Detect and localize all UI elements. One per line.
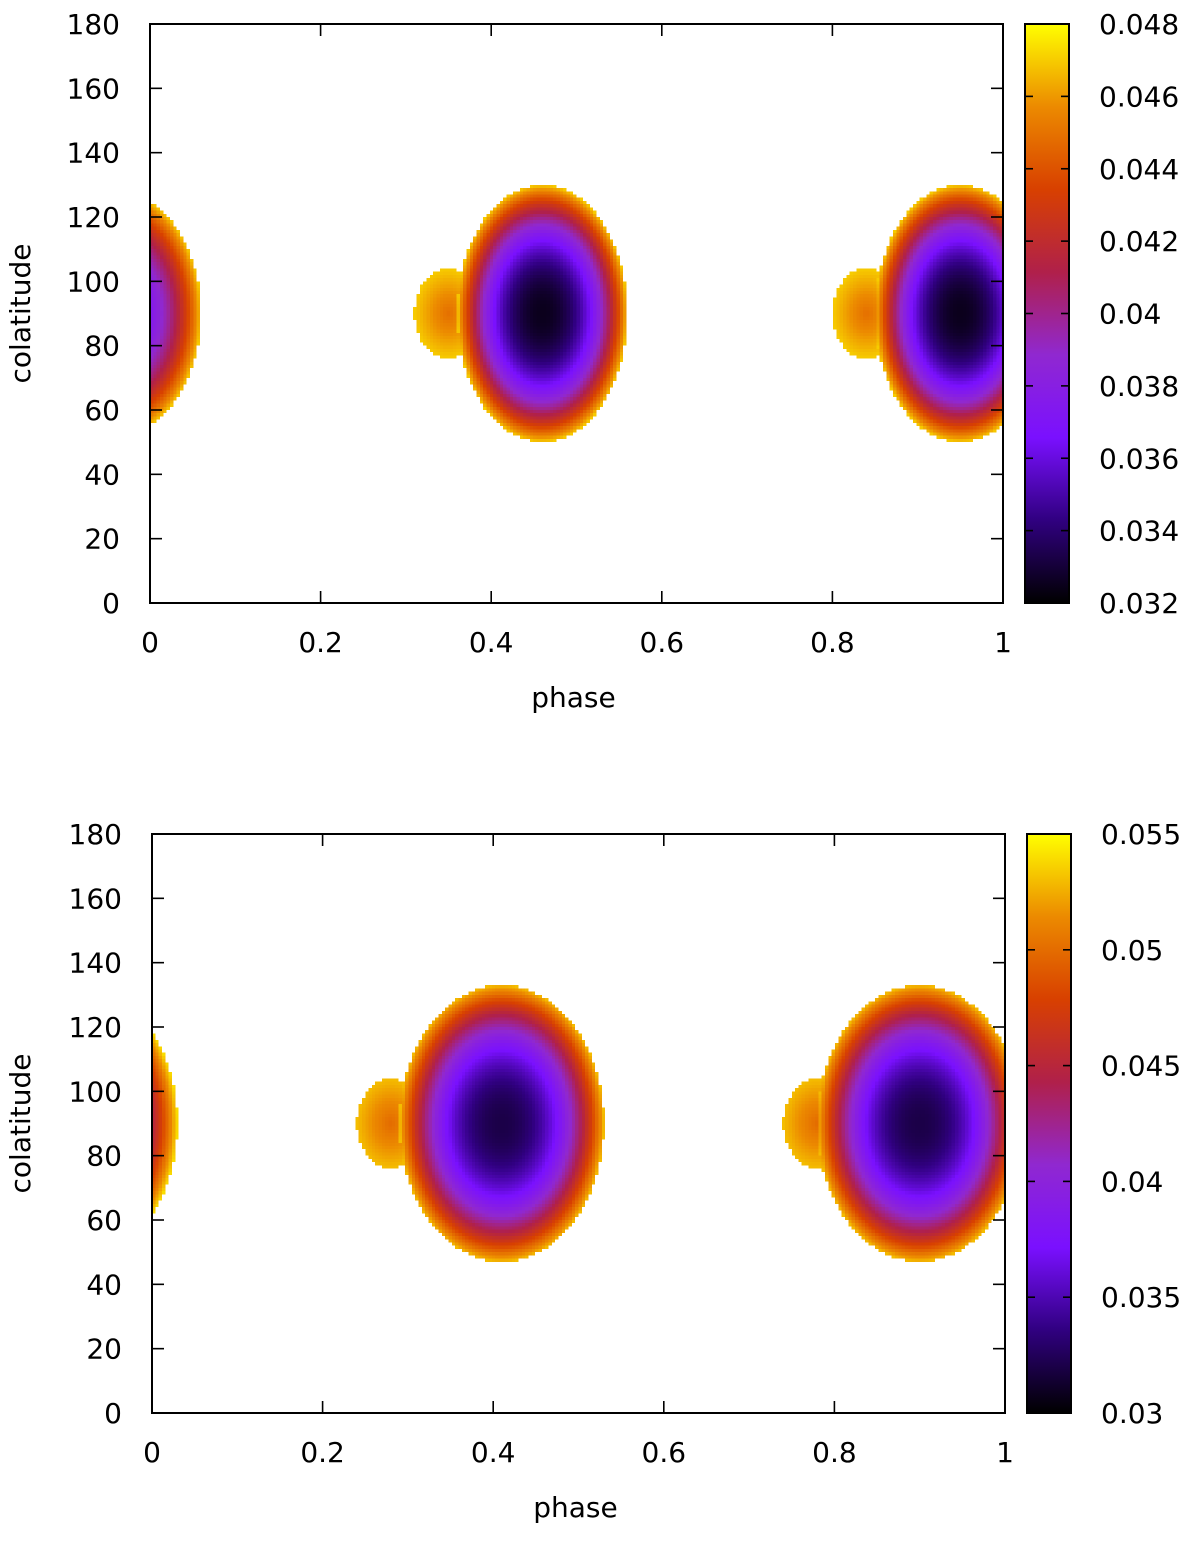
x-tick-labels-bottom: 0 0.2 0.4 0.6 0.8 1 [143, 1436, 1014, 1469]
x-axis-title-top: phase [531, 681, 616, 714]
x-tick-label: 0.8 [810, 626, 855, 659]
x-tick-labels-top: 0 0.2 0.4 0.6 0.8 1 [141, 626, 1012, 659]
x-tick-label: 0.6 [640, 626, 685, 659]
y-tick-label: 180 [67, 8, 120, 41]
y-tick-label: 60 [86, 1204, 122, 1237]
y-tick-label: 40 [86, 1268, 122, 1301]
y-tick-label: 140 [67, 137, 120, 170]
x-tick-label: 0.4 [471, 1436, 516, 1469]
x-tick-label: 0.2 [300, 1436, 345, 1469]
colorbar-tick-label: 0.03 [1101, 1397, 1163, 1430]
colorbar-tick-label: 0.045 [1101, 1050, 1181, 1083]
plot-frame-top [149, 23, 1004, 604]
axis-ticks-top [149, 23, 1004, 604]
y-tick-label: 160 [67, 72, 120, 105]
x-tick-label: 0.8 [812, 1436, 857, 1469]
x-tick-label: 0.2 [298, 626, 343, 659]
colorbar-tick-labels-top: 0.032 0.034 0.036 0.038 0.04 0.042 0.044… [1099, 8, 1179, 620]
heatmap-image-top [150, 24, 1003, 603]
heatmap-chart-bottom: 0 20 40 60 80 100 120 140 160 180 0 0.2 … [4, 818, 1181, 1524]
y-tick-label: 160 [69, 882, 122, 915]
x-tick-label: 1 [994, 626, 1012, 659]
x-tick-label: 0 [143, 1436, 161, 1469]
y-tick-label: 20 [84, 523, 120, 556]
y-tick-label: 0 [102, 587, 120, 620]
y-tick-label: 120 [69, 1011, 122, 1044]
colorbar-tick-label: 0.035 [1101, 1281, 1181, 1314]
y-tick-label: 100 [67, 265, 120, 298]
x-tick-label: 1 [996, 1436, 1014, 1469]
colorbar-ticks-bottom [1027, 833, 1071, 1414]
colorbar-tick-label: 0.048 [1099, 8, 1179, 41]
y-tick-label: 120 [67, 201, 120, 234]
colorbar-tick-label: 0.034 [1099, 515, 1179, 548]
colorbar-tick-label: 0.046 [1099, 80, 1179, 113]
y-tick-label: 60 [84, 394, 120, 427]
y-tick-labels-bottom: 0 20 40 60 80 100 120 140 160 180 [69, 818, 122, 1430]
colorbar-tick-labels-bottom: 0.03 0.035 0.04 0.045 0.05 0.055 [1101, 818, 1181, 1430]
y-tick-label: 80 [84, 330, 120, 363]
y-tick-label: 140 [69, 947, 122, 980]
y-tick-label: 20 [86, 1333, 122, 1366]
colorbar-tick-label: 0.036 [1099, 442, 1179, 475]
plot-frame-bottom [151, 833, 1006, 1414]
y-axis-title-top: colatitude [4, 244, 37, 384]
colorbar-tick-label: 0.04 [1099, 298, 1161, 331]
colorbar-frame-bottom [1026, 833, 1072, 1414]
colorbar-tick-label: 0.032 [1099, 587, 1179, 620]
y-tick-label: 40 [84, 458, 120, 491]
y-tick-label: 180 [69, 818, 122, 851]
y-axis-title-bottom: colatitude [4, 1054, 37, 1194]
colorbar-tick-label: 0.042 [1099, 225, 1179, 258]
y-tick-labels-top: 0 20 40 60 80 100 120 140 160 180 [67, 8, 120, 620]
colorbar-bottom [1027, 834, 1071, 1413]
y-tick-label: 0 [104, 1397, 122, 1430]
heatmap-image-bottom [152, 834, 1005, 1413]
colorbar-tick-label: 0.055 [1101, 818, 1181, 851]
x-tick-label: 0.4 [469, 626, 514, 659]
colorbar-tick-label: 0.038 [1099, 370, 1179, 403]
y-tick-label: 80 [86, 1140, 122, 1173]
colorbar-tick-label: 0.05 [1101, 934, 1163, 967]
colorbar-tick-label: 0.044 [1099, 153, 1179, 186]
x-tick-label: 0 [141, 626, 159, 659]
x-axis-title-bottom: phase [533, 1491, 618, 1524]
colorbar-tick-label: 0.04 [1101, 1165, 1163, 1198]
axis-ticks-bottom [151, 833, 1006, 1414]
y-tick-label: 100 [69, 1075, 122, 1108]
colorbar-ticks-top [1025, 23, 1069, 604]
x-tick-label: 0.6 [642, 1436, 687, 1469]
